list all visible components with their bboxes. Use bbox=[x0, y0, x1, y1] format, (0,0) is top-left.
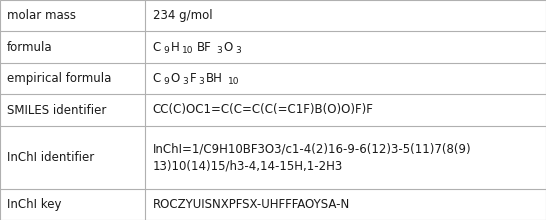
Text: 234 g/mol: 234 g/mol bbox=[153, 9, 212, 22]
Text: 3: 3 bbox=[216, 46, 222, 55]
Text: C: C bbox=[153, 41, 161, 54]
Text: F: F bbox=[190, 72, 197, 85]
Text: SMILES identifier: SMILES identifier bbox=[7, 103, 106, 117]
Text: O: O bbox=[223, 41, 233, 54]
Text: formula: formula bbox=[7, 41, 52, 54]
Text: InChI key: InChI key bbox=[7, 198, 62, 211]
Text: 9: 9 bbox=[163, 77, 169, 86]
Text: O: O bbox=[171, 72, 180, 85]
Text: empirical formula: empirical formula bbox=[7, 72, 111, 85]
Text: InChI identifier: InChI identifier bbox=[7, 151, 94, 164]
Text: BH: BH bbox=[206, 72, 223, 85]
Text: 10: 10 bbox=[182, 46, 193, 55]
Text: 9: 9 bbox=[163, 46, 169, 55]
Text: InChI=1/C9H10BF3O3/c1-4(2)16-9-6(12)3-5(11)7(8(9)
13)10(14)15/h3-4,14-15H,1-2H3: InChI=1/C9H10BF3O3/c1-4(2)16-9-6(12)3-5(… bbox=[153, 142, 471, 172]
Text: molar mass: molar mass bbox=[7, 9, 76, 22]
Text: 3: 3 bbox=[183, 77, 188, 86]
Text: CC(C)OC1=C(C=C(C(=C1F)B(O)O)F)F: CC(C)OC1=C(C=C(C(=C1F)B(O)O)F)F bbox=[153, 103, 373, 117]
Text: 3: 3 bbox=[199, 77, 204, 86]
Text: ROCZYUISNXPFSX-UHFFFAOYSA-N: ROCZYUISNXPFSX-UHFFFAOYSA-N bbox=[153, 198, 350, 211]
Text: BF: BF bbox=[197, 41, 212, 54]
Text: C: C bbox=[153, 72, 161, 85]
Text: H: H bbox=[171, 41, 180, 54]
Text: 3: 3 bbox=[235, 46, 241, 55]
Text: 10: 10 bbox=[228, 77, 239, 86]
